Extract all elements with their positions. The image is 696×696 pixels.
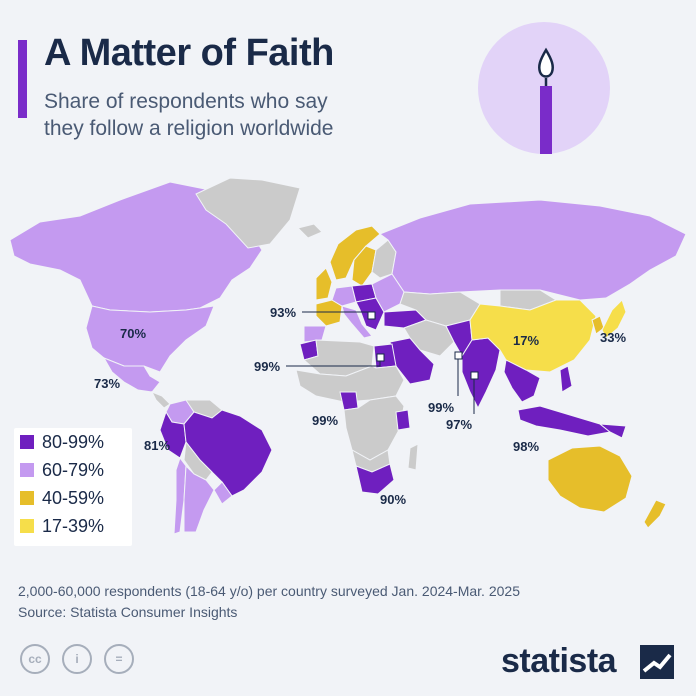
footnote-source: Source: Statista Consumer Insights [18, 604, 238, 620]
country-russia [378, 199, 687, 301]
label-mexico: 73% [94, 376, 121, 391]
candle-illustration [478, 22, 610, 160]
subtitle-line-2: they follow a religion worldwide [44, 117, 334, 140]
legend-item-17-39: 17-39% [14, 512, 132, 540]
label-india: 97% [446, 417, 473, 432]
legend-item-60-79: 60-79% [14, 456, 132, 484]
page-title: A Matter of Faith [44, 32, 334, 74]
no-derivatives-icon[interactable]: = [104, 644, 134, 674]
footnote: 2,000-60,000 respondents (18-64 y/o) per… [18, 581, 520, 623]
country-indonesia [517, 405, 612, 437]
country-usa [85, 305, 215, 373]
country-mexico [102, 357, 161, 393]
nd-glyph: = [115, 652, 123, 666]
legend-swatch [20, 463, 34, 477]
label-pakistan: 99% [428, 400, 455, 415]
label-indonesia: 98% [513, 439, 540, 454]
label-japan: 33% [600, 330, 627, 345]
country-new-zealand [643, 499, 667, 529]
label-usa: 70% [120, 326, 147, 341]
creative-commons-icon[interactable]: cc [20, 644, 50, 674]
cc-glyph: cc [28, 652, 42, 666]
country-madagascar [407, 443, 419, 471]
country-iceland [297, 223, 323, 239]
country-australia [547, 445, 633, 513]
country-peru [159, 410, 187, 459]
region-central-america [150, 391, 171, 409]
country-norway [329, 225, 381, 281]
label-morocco-egypt: 99% [254, 359, 281, 374]
legend-swatch [20, 491, 34, 505]
legend-label: 80-99% [42, 431, 105, 452]
by-glyph: i [75, 652, 79, 666]
country-greenland [195, 177, 301, 249]
legend-label: 60-79% [42, 459, 105, 480]
country-uk [315, 267, 333, 301]
statista-logo-icon [640, 645, 674, 679]
region-papua [598, 423, 627, 439]
legend-label: 17-39% [42, 515, 105, 536]
country-philippines [559, 365, 573, 393]
label-italy: 93% [270, 305, 297, 320]
legend-item-80-99: 80-99% [14, 428, 132, 456]
label-nigeria: 99% [312, 413, 339, 428]
country-canada [9, 181, 263, 313]
country-uruguay [213, 481, 233, 505]
subtitle-line-1: Share of respondents who say [44, 90, 328, 113]
region-west-africa [295, 365, 405, 403]
country-india [461, 337, 501, 410]
attribution-icon[interactable]: i [62, 644, 92, 674]
country-kenya [395, 409, 411, 431]
country-japan [601, 299, 627, 339]
title-accent-bar [18, 40, 27, 118]
country-nigeria [339, 391, 359, 411]
country-argentina [183, 464, 215, 533]
country-south-africa [355, 463, 395, 495]
label-markers [367, 311, 479, 380]
legend-swatch [20, 435, 34, 449]
page-subtitle: Share of respondents who say they follow… [44, 88, 424, 142]
region-southeast-asia [503, 359, 541, 403]
label-south-africa: 90% [380, 492, 407, 507]
map-legend: 80-99% 60-79% 40-59% 17-39% [14, 428, 132, 546]
statista-logo-text[interactable]: statista [501, 642, 617, 680]
candle-icon [538, 47, 554, 160]
label-china: 17% [513, 333, 540, 348]
footnote-methodology: 2,000-60,000 respondents (18-64 y/o) per… [18, 583, 520, 599]
legend-item-40-59: 40-59% [14, 484, 132, 512]
label-colombia: 81% [144, 438, 171, 453]
country-germany [331, 285, 357, 307]
world-map [9, 177, 687, 535]
country-saudi-arabia [389, 337, 435, 385]
legend-label: 40-59% [42, 487, 105, 508]
country-spain [303, 325, 327, 343]
legend-swatch [20, 519, 34, 533]
country-china [469, 299, 597, 373]
